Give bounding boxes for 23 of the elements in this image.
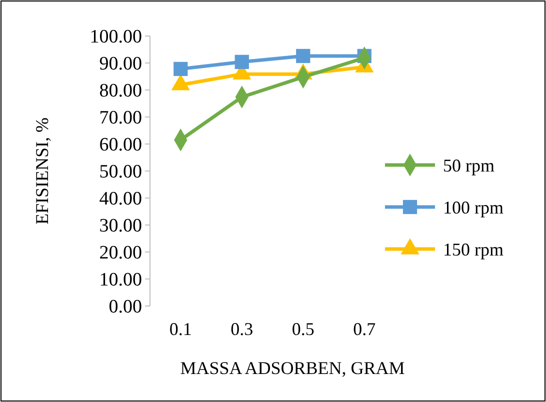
y-tick-label: 100.00	[90, 26, 142, 48]
y-tick-label: 50.00	[99, 162, 142, 183]
y-tick-label: 0.00	[108, 296, 142, 318]
legend-label: 150 rpm	[443, 239, 504, 260]
point	[174, 62, 188, 76]
y-tick-label: 70.00	[99, 108, 142, 129]
y-tick-label: 90.00	[99, 54, 142, 75]
y-tick-label: 20.00	[99, 242, 142, 264]
y-tick-label: 60.00	[99, 134, 142, 156]
x-axis-title: MASSA ADSORBEN, GRAM	[180, 358, 405, 378]
y-tick-label: 80.00	[99, 80, 142, 102]
legend-label: 100 rpm	[443, 197, 504, 218]
legend-label: 50 rpm	[443, 155, 494, 176]
point	[296, 48, 310, 64]
y-tick-label: 40.00	[99, 188, 142, 210]
x-tick-label: 0.3	[230, 319, 254, 339]
point	[234, 54, 249, 69]
x-tick-label: 0.5	[292, 319, 314, 339]
y-axis-title: EFISIENSI, %	[32, 117, 52, 224]
x-tick-label: 0.7	[353, 319, 376, 339]
y-tick-label: 30.00	[99, 216, 142, 237]
x-tick-label: 0.1	[169, 319, 192, 339]
y-tick-label: 10.00	[99, 270, 142, 291]
